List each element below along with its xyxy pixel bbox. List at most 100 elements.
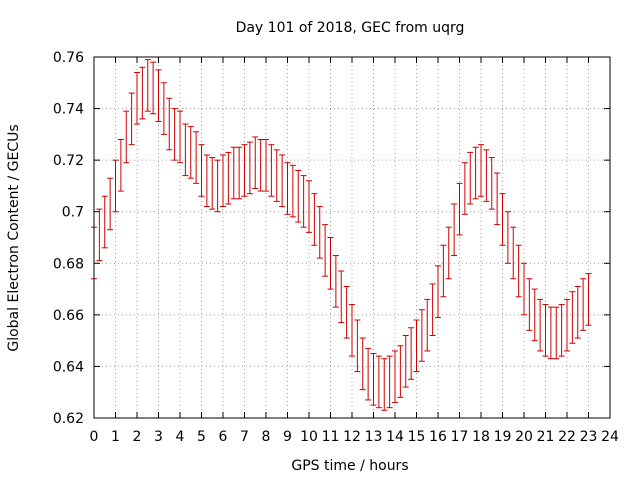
error-bar xyxy=(268,144,275,197)
error-bar xyxy=(461,162,468,215)
x-tick-label: 8 xyxy=(262,429,271,445)
y-tick-label: 0.72 xyxy=(53,153,84,169)
error-bar xyxy=(445,226,452,280)
x-tick-label: 6 xyxy=(219,429,228,445)
error-bar xyxy=(467,151,474,205)
error-bar xyxy=(241,144,248,197)
error-bar xyxy=(166,97,173,151)
y-tick-label: 0.76 xyxy=(53,50,84,66)
error-bar xyxy=(214,159,221,213)
error-bar xyxy=(558,304,565,357)
error-bar xyxy=(397,345,404,398)
error-bar xyxy=(370,353,377,406)
error-bar xyxy=(123,110,130,164)
error-bar xyxy=(263,139,269,192)
error-bar xyxy=(139,66,146,120)
error-bar xyxy=(424,298,431,352)
error-bar xyxy=(435,265,441,318)
error-bar xyxy=(279,154,286,208)
error-bar xyxy=(171,108,178,161)
error-bar xyxy=(209,157,216,210)
error-bar xyxy=(252,136,259,190)
error-bar xyxy=(225,151,232,205)
data-series xyxy=(91,59,592,411)
error-bar xyxy=(177,110,183,164)
error-bar xyxy=(569,291,576,344)
error-bar xyxy=(316,206,323,259)
error-bar xyxy=(300,175,307,228)
error-bar xyxy=(203,154,210,208)
error-bar xyxy=(187,126,194,179)
error-bar xyxy=(531,288,538,342)
error-bar xyxy=(349,304,355,357)
error-bar xyxy=(257,139,264,192)
x-tick-label: 9 xyxy=(283,429,292,445)
error-bar xyxy=(230,146,237,200)
error-bar xyxy=(128,92,135,146)
x-tick-label: 15 xyxy=(408,429,426,445)
error-bar xyxy=(273,149,280,202)
y-tick-label: 0.62 xyxy=(53,411,84,427)
error-bar xyxy=(182,123,189,177)
error-bar xyxy=(284,162,291,215)
error-bar xyxy=(107,177,114,231)
error-bar xyxy=(488,157,495,210)
x-tick-label: 16 xyxy=(429,429,447,445)
error-bar xyxy=(327,237,334,290)
x-tick-label: 3 xyxy=(154,429,163,445)
error-bar xyxy=(542,304,549,357)
error-bar xyxy=(375,355,382,409)
x-tick-label: 21 xyxy=(537,429,555,445)
x-tick-label: 14 xyxy=(386,429,404,445)
error-bar xyxy=(295,169,302,223)
error-bar xyxy=(198,144,205,197)
y-tick-label: 0.68 xyxy=(53,256,84,272)
error-bar xyxy=(246,141,253,195)
y-tick-label: 0.64 xyxy=(53,359,84,375)
error-bar xyxy=(402,334,409,388)
error-bar xyxy=(332,255,339,308)
error-bar xyxy=(499,193,506,246)
error-bar xyxy=(155,69,162,122)
error-bar xyxy=(343,285,350,339)
error-bar xyxy=(526,278,533,331)
error-bar xyxy=(359,337,366,391)
error-bar xyxy=(451,203,458,257)
error-bar xyxy=(160,82,167,135)
x-tick-label: 13 xyxy=(365,429,383,445)
error-bar xyxy=(456,182,463,236)
error-bar xyxy=(440,244,447,298)
error-bar xyxy=(134,71,140,125)
error-bar xyxy=(564,298,570,352)
error-bar xyxy=(478,144,484,197)
error-bar xyxy=(553,306,560,360)
x-tick-label: 12 xyxy=(343,429,361,445)
error-bar xyxy=(354,319,361,373)
grid xyxy=(94,57,610,418)
x-tick-label: 0 xyxy=(90,429,99,445)
x-tick-label: 23 xyxy=(580,429,598,445)
error-bar xyxy=(386,355,393,409)
error-bar xyxy=(289,164,296,218)
x-tick-label: 22 xyxy=(558,429,576,445)
y-axis-label: Global Electron Content / GECUs xyxy=(6,124,22,351)
plot-frame xyxy=(93,56,611,419)
y-tick-label: 0.74 xyxy=(53,102,84,118)
error-bar xyxy=(580,278,587,331)
x-tick-label: 18 xyxy=(472,429,490,445)
error-bar xyxy=(510,226,517,280)
x-tick-label: 2 xyxy=(133,429,142,445)
x-tick-label: 7 xyxy=(240,429,249,445)
error-bar xyxy=(515,244,522,298)
error-bar xyxy=(494,172,501,226)
x-tick-label: 11 xyxy=(322,429,340,445)
error-bar xyxy=(547,306,554,360)
error-bar xyxy=(117,139,124,192)
error-bar xyxy=(365,347,372,401)
error-bar xyxy=(338,270,345,324)
x-tick-label: 1 xyxy=(111,429,120,445)
error-bar xyxy=(413,319,420,373)
error-bar xyxy=(537,298,544,352)
error-bar xyxy=(193,131,200,184)
